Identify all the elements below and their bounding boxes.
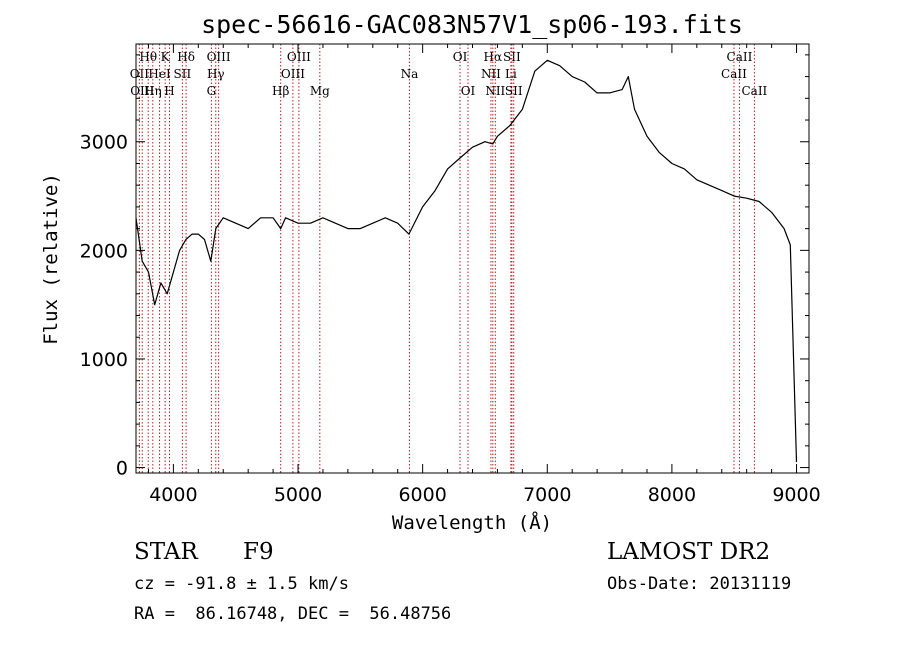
line-marker-label: SII <box>505 84 523 98</box>
line-marker-label: NII <box>485 84 505 98</box>
line-marker-label: CaII <box>721 67 747 81</box>
line-marker-label: Hβ <box>272 84 289 98</box>
line-marker-label: OIII <box>207 50 231 64</box>
line-marker-label: SII <box>503 50 521 64</box>
line-marker-label: SII <box>174 67 192 81</box>
x-tick-label: 7000 <box>523 484 571 506</box>
chart-title: spec-56616-GAC083N57V1_sp06-193.fits <box>201 10 743 39</box>
y-axis: 0 1000 2000 3000 <box>80 54 809 480</box>
line-marker-label: Hγ <box>207 67 225 81</box>
observation-date: Obs-Date: 20131119 <box>607 574 792 594</box>
line-marker-label: Hη <box>144 84 162 98</box>
line-marker-label: Na <box>401 67 419 81</box>
x-axis-label: Wavelength (Å) <box>392 511 552 534</box>
y-tick-label: 2000 <box>80 240 128 262</box>
spectrum-line <box>135 59 798 463</box>
line-marker-label: Hα <box>484 50 503 64</box>
y-tick-label: 3000 <box>80 132 128 154</box>
object-class: STAR <box>134 539 198 565</box>
x-tick-label: 5000 <box>274 484 322 506</box>
spectrum-series <box>135 59 798 463</box>
line-marker-label: OIII <box>287 50 311 64</box>
line-marker-label: NII <box>481 67 501 81</box>
line-marker-label: CaII <box>727 50 753 64</box>
line-marker-label: Mg <box>310 84 330 98</box>
line-marker-label: Hθ <box>139 50 157 64</box>
line-marker-label: OI <box>453 50 468 64</box>
x-tick-label: 4000 <box>149 484 197 506</box>
line-marker-label: H <box>164 84 174 98</box>
y-tick-label: 0 <box>116 458 128 480</box>
line-marker-label: G <box>207 84 217 98</box>
line-marker-label: OIII <box>281 67 305 81</box>
line-marker-label: Hδ <box>177 50 195 64</box>
line-marker-label: OI <box>461 84 476 98</box>
survey-name: LAMOST DR2 <box>607 539 771 565</box>
y-axis-label: Flux (relative) <box>40 173 62 345</box>
redshift-value: cz = -91.8 ± 1.5 km/s <box>134 574 349 594</box>
line-marker-label: K <box>161 50 171 64</box>
object-subclass: F9 <box>243 539 274 565</box>
line-marker-label: Li <box>505 67 517 81</box>
y-tick-label: 1000 <box>80 349 128 371</box>
x-tick-label: 6000 <box>398 484 446 506</box>
line-marker-label: HeI <box>148 67 171 81</box>
coordinates: RA = 86.16748, DEC = 56.48756 <box>134 604 452 624</box>
line-marker-label: OII <box>130 67 150 81</box>
line-marker-label: CaII <box>741 84 767 98</box>
x-tick-label: 9000 <box>772 484 820 506</box>
plot-frame <box>135 43 810 474</box>
x-axis: 4000 5000 6000 7000 8000 9000 <box>147 44 821 506</box>
x-tick-label: 8000 <box>648 484 696 506</box>
